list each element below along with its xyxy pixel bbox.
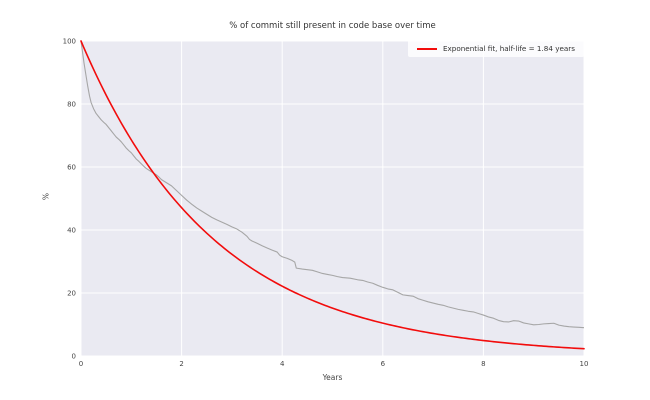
y-tick-label: 60 <box>67 164 76 172</box>
y-tick-label: 100 <box>63 38 76 46</box>
empirical-curve <box>80 40 585 329</box>
y-tick-label: 20 <box>67 290 76 298</box>
legend-label: Exponential fit, half-life = 1.84 years <box>443 44 575 53</box>
x-tick-label: 8 <box>481 360 485 368</box>
x-tick-label: 10 <box>580 360 589 368</box>
chart-title: % of commit still present in code base o… <box>229 21 436 31</box>
y-tick-label: 0 <box>72 353 76 361</box>
legend: Exponential fit, half-life = 1.84 years <box>408 40 584 57</box>
y-tick-label: 40 <box>67 227 76 235</box>
legend-line-swatch <box>417 47 437 50</box>
y-axis-label: % <box>41 192 51 201</box>
x-tick-label: 0 <box>79 360 83 368</box>
x-axis-label: Years <box>322 373 343 382</box>
fit-curve <box>80 40 585 350</box>
plot-area <box>81 41 584 356</box>
x-tick-label: 2 <box>179 360 183 368</box>
x-tick-label: 4 <box>280 360 285 368</box>
x-tick-label: 6 <box>381 360 386 368</box>
y-tick-label: 80 <box>67 101 76 109</box>
